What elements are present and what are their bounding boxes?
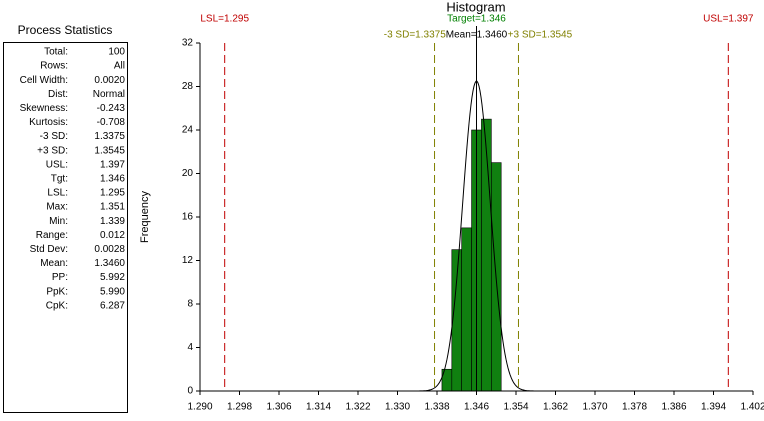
bar — [481, 118, 492, 392]
stat-value: -0.708 — [97, 117, 126, 128]
x-tick-label: 1.346 — [464, 402, 489, 413]
x-tick-label: 1.322 — [345, 402, 370, 413]
stat-label: LSL: — [47, 188, 68, 199]
chart-title: Histogram — [446, 0, 505, 14]
stat-value: 1.346 — [100, 174, 125, 185]
stat-label: Min: — [49, 216, 68, 227]
stat-value: 1.295 — [100, 188, 125, 199]
stat-label: Dist: — [48, 89, 68, 100]
bar — [451, 249, 462, 392]
stat-value: -0.243 — [97, 103, 126, 114]
stat-label: -3 SD: — [40, 131, 68, 142]
y-tick-label: 16 — [182, 212, 194, 223]
x-tick-label: 1.394 — [701, 402, 726, 413]
stat-label: PpK: — [46, 286, 68, 297]
x-tick-label: 1.402 — [740, 402, 764, 413]
y-tick-label: 0 — [187, 386, 193, 397]
stat-value: 0.0028 — [94, 244, 125, 255]
stat-label: Max: — [46, 202, 68, 213]
stat-value: 1.351 — [100, 202, 125, 213]
stat-label: CpK: — [46, 300, 68, 311]
y-tick-label: 8 — [187, 299, 193, 310]
y-axis-label: Frequency — [139, 191, 151, 243]
stat-value: 1.3375 — [94, 131, 125, 142]
stat-label: Cell Width: — [20, 75, 68, 86]
stat-value: 0.012 — [100, 230, 125, 241]
y-tick-label: 24 — [182, 125, 194, 136]
x-tick-label: 1.378 — [622, 402, 647, 413]
stats-rows: Total: 100 Rows: All Cell Width: 0.0020 Dist: N… — [20, 47, 126, 312]
marker-label: USL=1.397 — [703, 14, 754, 25]
y-tick-label: 28 — [182, 81, 194, 92]
bar — [461, 227, 472, 392]
x-tick-label: 1.306 — [266, 402, 291, 413]
stat-value: 1.3545 — [94, 145, 125, 156]
x-tick-label: 1.338 — [424, 402, 449, 413]
marker-label: LSL=1.295 — [200, 14, 249, 25]
stat-value: 5.990 — [100, 286, 125, 297]
stat-value: Normal — [93, 89, 125, 100]
marker-label: -3 SD=1.3375 — [384, 30, 446, 41]
marker-label: +3 SD=1.3545 — [508, 30, 573, 41]
stats-title: Process Statistics — [18, 23, 113, 37]
x-tick-label: 1.298 — [227, 402, 252, 413]
x-tick-label: 1.314 — [306, 402, 331, 413]
x-tick-label: 1.290 — [187, 402, 212, 413]
x-tick-label: 1.330 — [385, 402, 410, 413]
x-tick-label: 1.370 — [582, 402, 607, 413]
stat-label: Std Dev: — [30, 244, 68, 255]
stat-value: All — [114, 61, 125, 72]
y-tick-label: 12 — [182, 255, 194, 266]
x-tick-label: 1.362 — [543, 402, 568, 413]
stat-label: Mean: — [40, 258, 68, 269]
stat-label: Skewness: — [20, 103, 68, 114]
stat-label: PP: — [52, 272, 68, 283]
stat-label: USL: — [46, 159, 68, 170]
stat-value: 1.397 — [100, 159, 125, 170]
stat-value: 1.3460 — [94, 258, 125, 269]
stat-label: +3 SD: — [37, 145, 68, 156]
y-tick-label: 4 — [187, 342, 193, 353]
stat-value: 100 — [108, 47, 125, 58]
x-tick-label: 1.386 — [661, 402, 686, 413]
marker-label: Mean=1.3460 — [446, 30, 508, 41]
stat-value: 1.339 — [100, 216, 125, 227]
stat-label: Kurtosis: — [29, 117, 68, 128]
stat-value: 0.0020 — [94, 75, 125, 86]
stat-value: 5.992 — [100, 272, 125, 283]
x-tick-label: 1.354 — [503, 402, 528, 413]
y-tick-label: 32 — [182, 38, 194, 49]
stat-label: Total: — [44, 47, 68, 58]
marker-label: Target=1.346 — [447, 14, 506, 25]
stat-label: Range: — [36, 230, 68, 241]
stat-label: Tgt: — [51, 174, 68, 185]
stats-box — [3, 42, 128, 413]
stat-value: 6.287 — [100, 300, 125, 311]
y-tick-label: 20 — [182, 168, 194, 179]
stat-label: Rows: — [40, 61, 68, 72]
